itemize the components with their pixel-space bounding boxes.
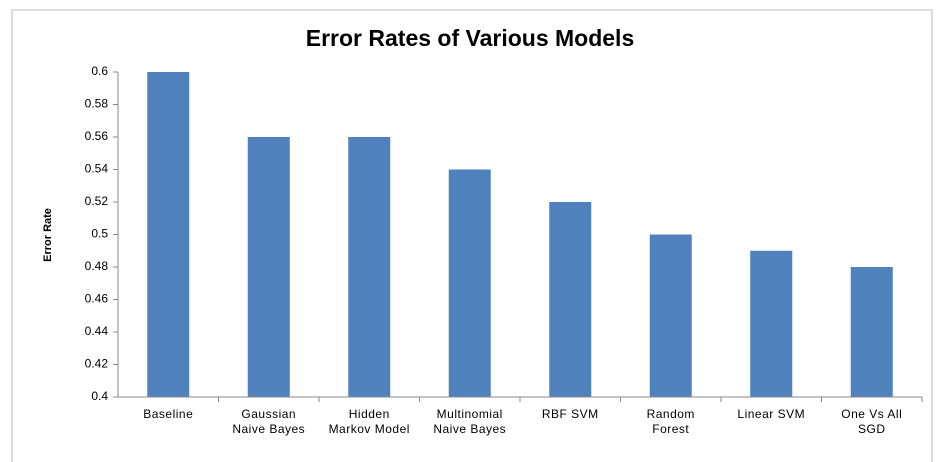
x-tick-label: RBF SVM bbox=[541, 407, 599, 421]
y-tick-label: 0.4 bbox=[91, 389, 108, 403]
y-tick-label: 0.6 bbox=[91, 64, 108, 78]
x-tick-label: Gaussian Naive Bayes bbox=[232, 407, 306, 436]
y-tick-label: 0.54 bbox=[85, 162, 109, 176]
bar bbox=[850, 267, 893, 397]
y-tick-label: 0.5 bbox=[91, 227, 108, 241]
y-tick-label: 0.42 bbox=[85, 357, 109, 371]
x-tick-label: Baseline bbox=[143, 407, 194, 421]
x-tick-label: Multinomial Naive Bayes bbox=[433, 407, 507, 436]
x-tick-label: Linear SVM bbox=[737, 407, 806, 421]
bar bbox=[247, 137, 290, 397]
y-tick-label: 0.56 bbox=[85, 129, 109, 143]
x-tick-label: One Vs All SGD bbox=[841, 407, 903, 436]
x-tick-label: Hidden Markov Model bbox=[328, 407, 410, 436]
x-tick-label: Random Forest bbox=[646, 407, 695, 436]
chart-title: Error Rates of Various Models bbox=[306, 25, 634, 51]
y-tick-label: 0.48 bbox=[85, 259, 109, 273]
bar bbox=[549, 202, 592, 397]
y-tick-label: 0.52 bbox=[85, 194, 109, 208]
y-tick-label: 0.44 bbox=[85, 324, 109, 338]
y-axis-label: Error Rate bbox=[42, 208, 54, 262]
bar bbox=[448, 169, 491, 397]
bar bbox=[649, 234, 692, 397]
bar bbox=[750, 250, 793, 397]
y-tick-label: 0.58 bbox=[85, 97, 109, 111]
bar bbox=[348, 137, 391, 397]
bar bbox=[147, 72, 190, 397]
chart-frame bbox=[11, 9, 933, 462]
y-tick-label: 0.46 bbox=[85, 292, 109, 306]
